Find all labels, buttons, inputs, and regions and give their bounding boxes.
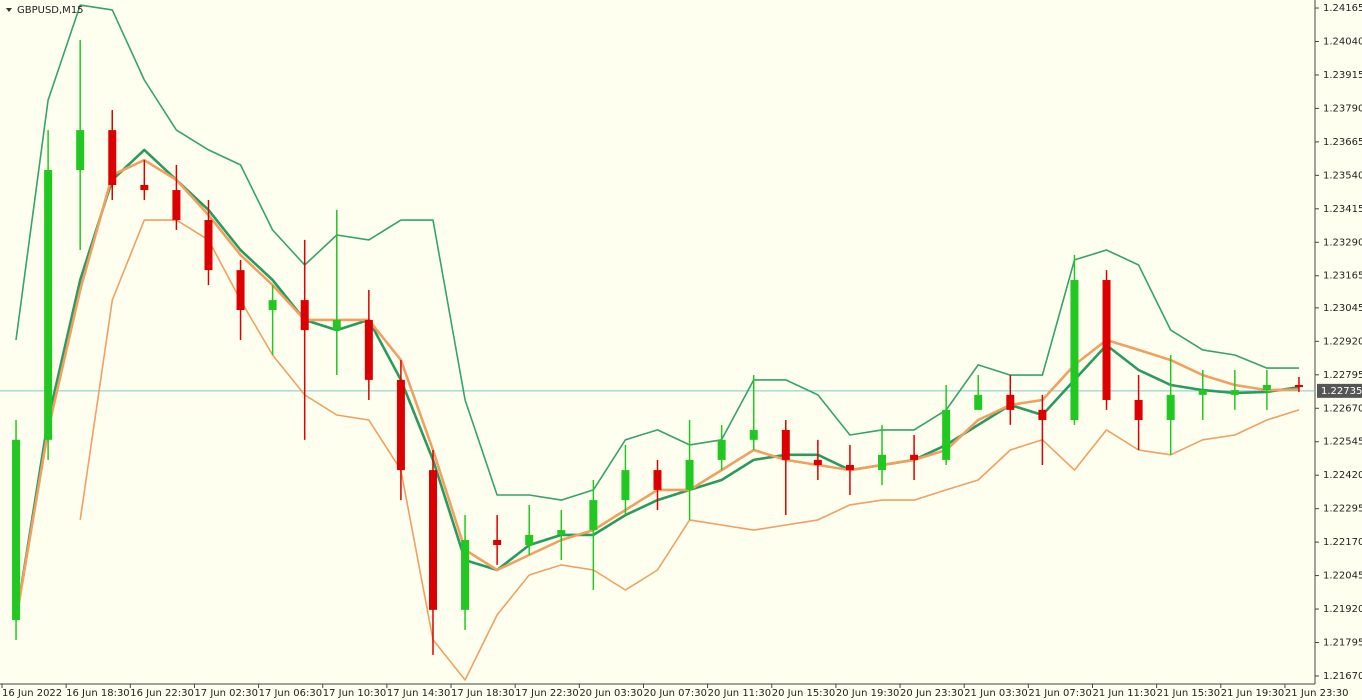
candle-body [1134, 399, 1143, 421]
candle-body [525, 534, 534, 546]
candle-body [332, 319, 341, 331]
y-tick-label: 1.22045 [1323, 571, 1362, 582]
candle-body [1262, 384, 1271, 391]
x-tick-label: 21 Jun 15:30 [1157, 688, 1221, 699]
y-tick-label: 1.23915 [1323, 70, 1362, 81]
candle-body [493, 539, 502, 546]
candle-body [428, 470, 437, 610]
candle-body [781, 429, 790, 460]
x-tick-label: 17 Jun 10:30 [323, 688, 387, 699]
x-tick-label: 20 Jun 23:30 [900, 688, 964, 699]
x-tick-label: 20 Jun 11:30 [708, 688, 772, 699]
candle-body [974, 394, 983, 410]
plot-area [0, 4, 1315, 681]
candle-body [749, 429, 758, 440]
y-tick-label: 1.22295 [1323, 504, 1362, 515]
y-tick-label: 1.22795 [1323, 370, 1362, 381]
y-tick-label: 1.23790 [1323, 103, 1362, 114]
y-tick-label: 1.23290 [1323, 237, 1362, 248]
candle-body [717, 439, 726, 460]
candle-body [1166, 394, 1175, 421]
y-tick-label: 1.24040 [1323, 36, 1362, 47]
x-tick-label: 17 Jun 06:30 [259, 688, 323, 699]
y-tick-label: 1.21670 [1323, 671, 1362, 682]
candle-body [300, 300, 309, 331]
candle-body [140, 184, 149, 191]
x-tick-label: 17 Jun 14:30 [387, 688, 451, 699]
candle-body [1230, 390, 1239, 395]
x-tick-label: 21 Jun 11:30 [1092, 688, 1156, 699]
symbol-menu-icon[interactable] [6, 8, 12, 12]
x-tick-label: 20 Jun 19:30 [836, 688, 900, 699]
chart-title: GBPUSD,M15 [17, 5, 84, 16]
x-tick-label: 21 Jun 03:30 [964, 688, 1028, 699]
y-tick-label: 1.23665 [1323, 137, 1362, 148]
x-tick-label: 21 Jun 19:30 [1221, 688, 1285, 699]
candle-body [813, 459, 822, 466]
candle-body [589, 500, 598, 531]
candle-body [204, 220, 213, 271]
candle-body [845, 465, 854, 471]
x-tick-label: 16 Jun 2022 [2, 688, 62, 699]
candle-body [1102, 280, 1111, 400]
x-tick-label: 20 Jun 15:30 [772, 688, 836, 699]
indicator-line [15, 4, 1299, 501]
current-price-box [1317, 383, 1362, 398]
candle-body [172, 190, 181, 221]
x-tick-label: 16 Jun 18:30 [66, 688, 130, 699]
y-tick-label: 1.22670 [1323, 403, 1362, 414]
x-tick-label: 17 Jun 02:30 [194, 688, 258, 699]
candle-body [621, 470, 630, 501]
y-tick-label: 1.21795 [1323, 638, 1362, 649]
y-tick-label: 1.22920 [1323, 336, 1362, 347]
y-tick-label: 1.23540 [1323, 170, 1362, 181]
x-tick-label: 21 Jun 23:30 [1285, 688, 1349, 699]
y-tick-label: 1.22545 [1323, 437, 1362, 448]
x-tick-label: 17 Jun 22:30 [515, 688, 579, 699]
candle-body [108, 130, 117, 185]
y-tick-label: 1.23415 [1323, 204, 1362, 215]
y-tick-label: 1.21920 [1323, 604, 1362, 615]
y-tick-label: 1.22420 [1323, 470, 1362, 481]
candle-body [236, 270, 245, 311]
candle-body [364, 319, 373, 380]
candle-body [461, 539, 470, 610]
indicator-line [79, 219, 1300, 681]
candle-body [268, 300, 277, 311]
candle-body [685, 459, 694, 490]
candle-body [878, 454, 887, 471]
candle-body [76, 130, 85, 170]
x-tick-label: 20 Jun 03:30 [579, 688, 643, 699]
y-tick-label: 1.23045 [1323, 303, 1362, 314]
candle-body [1006, 394, 1015, 410]
candle-body [557, 530, 566, 535]
candle-body [942, 409, 951, 460]
candle-body [653, 470, 662, 490]
candle-body [12, 439, 21, 621]
x-tick-label: 21 Jun 07:30 [1028, 688, 1092, 699]
candle-body [396, 379, 405, 471]
candle-body [1038, 409, 1047, 421]
y-tick-label: 1.22170 [1323, 537, 1362, 548]
candle-body [1198, 390, 1207, 395]
candle-body [910, 454, 919, 460]
x-tick-label: 20 Jun 07:30 [643, 688, 707, 699]
candle-body [44, 169, 53, 440]
candle-body [1294, 384, 1303, 388]
y-tick-label: 1.23165 [1323, 271, 1362, 282]
x-tick-label: 16 Jun 22:30 [130, 688, 194, 699]
y-tick-label: 1.24165 [1323, 3, 1362, 14]
candle-body [1070, 280, 1079, 421]
current-price-label: 1.22735 [1321, 386, 1362, 397]
x-tick-label: 17 Jun 18:30 [451, 688, 515, 699]
